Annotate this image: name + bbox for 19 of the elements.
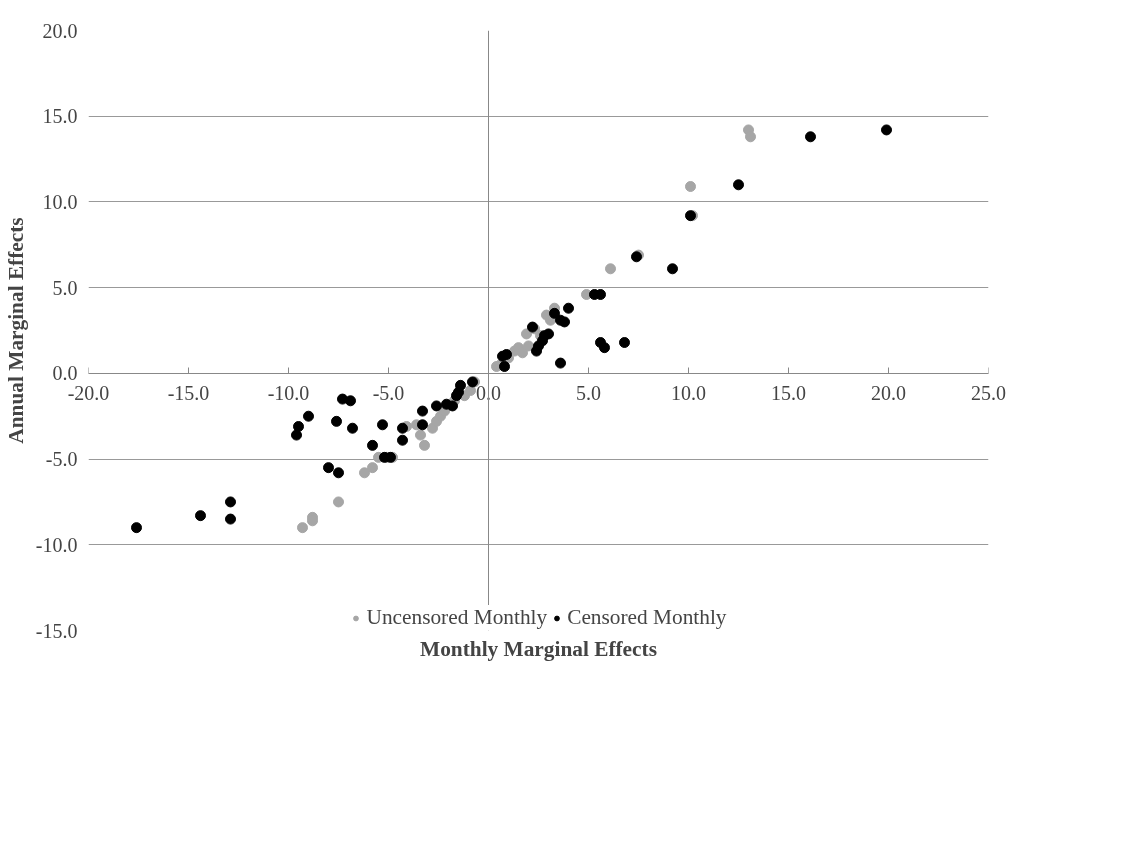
- y-tick-label: -5.0: [45, 448, 78, 471]
- y-tick-label: -10.0: [35, 533, 78, 556]
- x-tick-label: -5.0: [372, 381, 405, 404]
- y-tick-label: 5.0: [52, 276, 78, 299]
- legend-label: Uncensored Monthly: [366, 605, 548, 630]
- y-tick-label: 20.0: [42, 19, 78, 42]
- x-tick-label: 25.0: [971, 381, 1006, 404]
- x-tick-label: 5.0: [576, 381, 601, 404]
- y-tick-label: -15.0: [35, 619, 78, 642]
- y-tick-label: 15.0: [42, 105, 78, 128]
- x-axis-title: Monthly Marginal Effects: [420, 636, 657, 661]
- y-tick-label: 10.0: [42, 190, 78, 213]
- legend-label: Censored Monthly: [567, 605, 727, 630]
- x-tick-label: -10.0: [267, 381, 310, 404]
- x-tick-label: -15.0: [167, 381, 210, 404]
- y-axis-title: Annual Marginal Effects: [3, 217, 28, 444]
- x-tick-label: 20.0: [871, 381, 906, 404]
- x-tick-label: 10.0: [671, 381, 706, 404]
- x-tick-label: 15.0: [771, 381, 806, 404]
